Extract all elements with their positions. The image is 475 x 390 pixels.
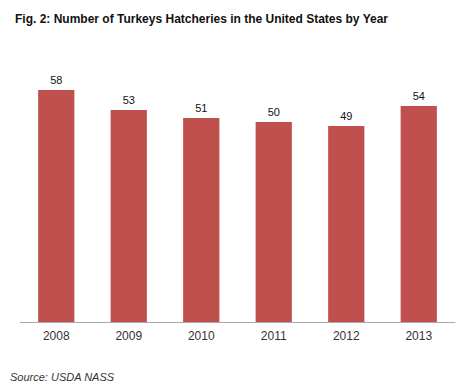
svg-text:53: 53: [123, 94, 135, 106]
svg-text:Source: USDA NASS: Source: USDA NASS: [10, 371, 115, 383]
svg-text:2011: 2011: [261, 329, 287, 343]
svg-text:2013: 2013: [405, 329, 432, 343]
svg-text:51: 51: [195, 102, 207, 114]
svg-text:2009: 2009: [115, 329, 142, 343]
svg-text:58: 58: [50, 74, 62, 86]
svg-text:Fig. 2: Number of Turkeys Hatc: Fig. 2: Number of Turkeys Hatcheries in …: [15, 12, 388, 26]
svg-text:50: 50: [268, 106, 280, 118]
svg-text:2010: 2010: [188, 329, 215, 343]
svg-text:49: 49: [340, 110, 352, 122]
svg-text:54: 54: [413, 90, 425, 102]
svg-text:2012: 2012: [333, 329, 360, 343]
svg-text:2008: 2008: [43, 329, 70, 343]
